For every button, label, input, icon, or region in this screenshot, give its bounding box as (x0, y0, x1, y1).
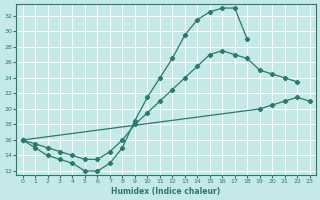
X-axis label: Humidex (Indice chaleur): Humidex (Indice chaleur) (111, 187, 221, 196)
